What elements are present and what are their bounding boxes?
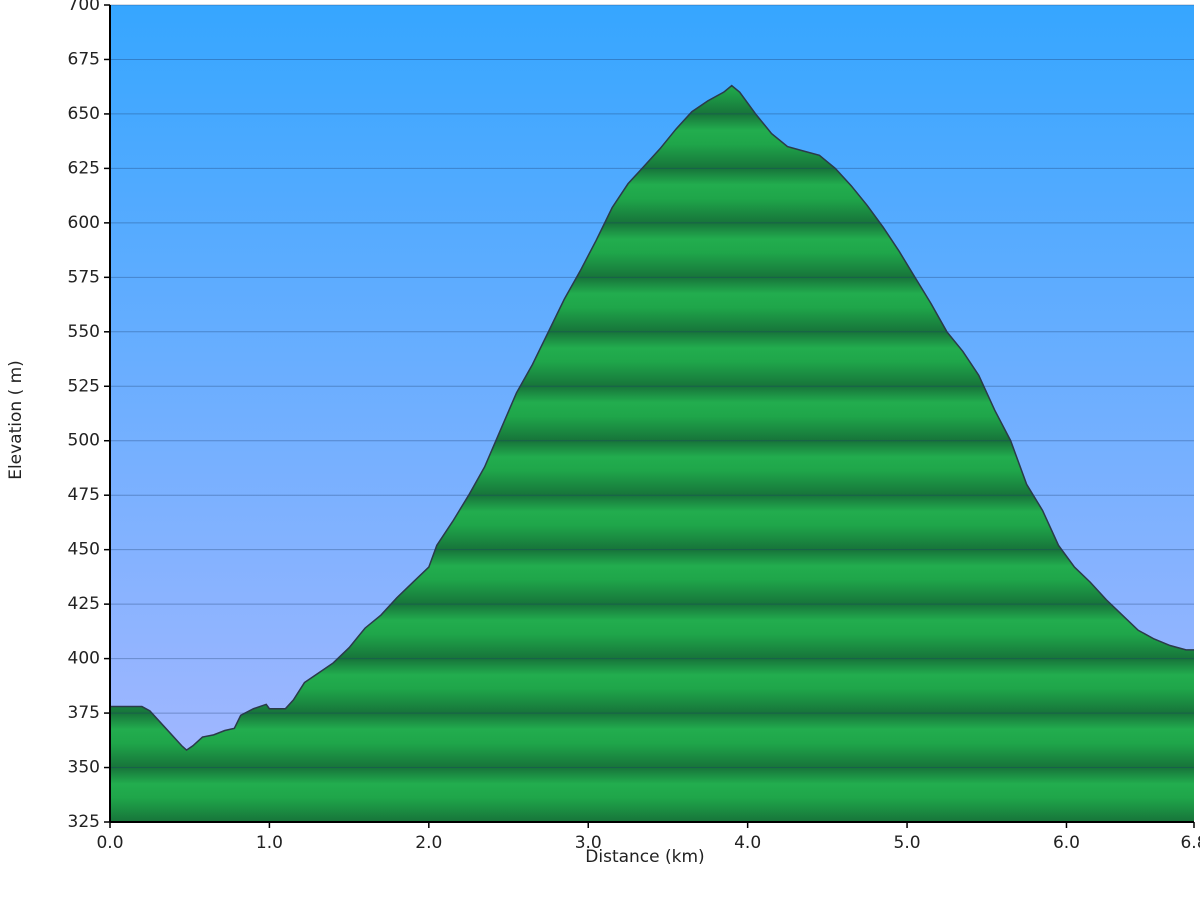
x-tick-label: 2.0 (415, 833, 442, 853)
y-tick-label: 350 (68, 758, 100, 778)
area (110, 85, 1194, 823)
x-tick-label: 6.8 (1180, 833, 1200, 853)
x-tick-label: 6.0 (1053, 833, 1080, 853)
y-tick-label: 600 (68, 213, 100, 233)
y-tick-label: 625 (68, 158, 100, 178)
y-tick-label: 700 (68, 0, 100, 15)
y-tick-label: 425 (68, 594, 100, 614)
x-tick-label: 0.0 (96, 833, 123, 853)
x-tick-label: 3.0 (575, 833, 602, 853)
x-axis-label: Distance (km) (585, 847, 704, 867)
y-tick-label: 675 (68, 49, 100, 69)
y-tick-label: 450 (68, 540, 100, 560)
x-tick-label: 1.0 (256, 833, 283, 853)
y-tick-label: 475 (68, 485, 100, 505)
x-tick-label: 5.0 (894, 833, 921, 853)
y-tick-label: 575 (68, 267, 100, 287)
area-outline (110, 84, 1194, 752)
y-tick-label: 375 (68, 703, 100, 723)
y-tick-label: 500 (68, 431, 100, 451)
y-tick-label: 650 (68, 104, 100, 124)
x-tick-label: 4.0 (734, 833, 761, 853)
y-tick-label: 525 (68, 376, 100, 396)
y-tick-label: 400 (68, 649, 100, 669)
y-tick-label: 325 (68, 812, 100, 832)
y-tick-label: 550 (68, 322, 100, 342)
y-axis-label: Elevation ( m) (6, 360, 26, 480)
